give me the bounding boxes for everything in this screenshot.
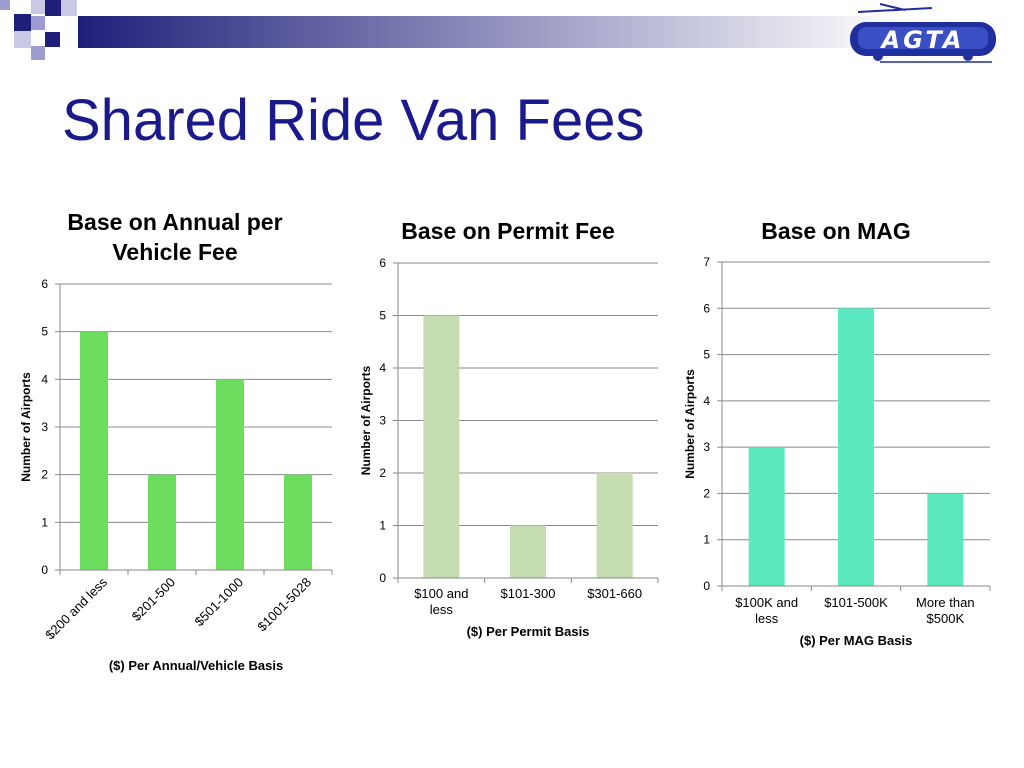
y-tick-label: 5 (703, 348, 710, 362)
bar (148, 474, 176, 570)
y-tick-label: 3 (41, 420, 48, 434)
chart-title: Base on MAG (761, 218, 911, 244)
header-decoration: AGTA (0, 0, 996, 63)
bar (596, 473, 633, 578)
category-label: $101-300 (501, 586, 556, 601)
svg-text:AGTA: AGTA (880, 26, 965, 54)
deco-square (45, 32, 60, 47)
deco-square (61, 0, 77, 16)
category-label: More than $500K (916, 595, 975, 626)
y-tick-label: 0 (379, 571, 386, 585)
y-tick-label: 0 (41, 563, 48, 577)
y-tick-label: 6 (703, 301, 710, 315)
category-label: $100 and less (414, 586, 468, 617)
bar (216, 379, 244, 570)
deco-square (14, 14, 31, 31)
y-tick-label: 4 (703, 394, 710, 408)
y-tick-label: 0 (703, 579, 710, 593)
y-tick-label: 1 (41, 515, 48, 529)
deco-square (31, 46, 45, 60)
deco-square (45, 0, 61, 16)
x-axis-title: ($) Per Annual/Vehicle Basis (109, 658, 283, 673)
y-tick-label: 3 (379, 414, 386, 428)
chart-title: Base on Annual per Vehicle Fee (67, 209, 283, 265)
y-tick-label: 5 (379, 309, 386, 323)
deco-square (0, 0, 10, 10)
y-axis-title: Number of Airports (683, 369, 697, 479)
y-tick-label: 3 (703, 440, 710, 454)
deco-square (14, 31, 31, 48)
y-tick-label: 6 (41, 277, 48, 291)
y-tick-label: 1 (379, 519, 386, 533)
category-label: $100K and less (735, 595, 798, 626)
y-tick-label: 6 (379, 256, 386, 270)
y-tick-label: 2 (703, 486, 710, 500)
category-label: $101-500K (824, 595, 888, 610)
chart-title: Base on Permit Fee (401, 218, 615, 244)
y-tick-label: 7 (703, 255, 710, 269)
bar (510, 525, 546, 578)
deco-square (31, 16, 45, 30)
y-tick-label: 4 (379, 361, 386, 375)
bar (423, 315, 460, 578)
header-rule (78, 16, 898, 48)
bar (927, 493, 964, 586)
x-axis-title: ($) Per MAG Basis (800, 633, 913, 648)
y-tick-label: 2 (41, 468, 48, 482)
slide-title: Shared Ride Van Fees (62, 88, 645, 153)
y-tick-label: 2 (379, 466, 386, 480)
category-label: $301-660 (587, 586, 642, 601)
y-tick-label: 1 (703, 533, 710, 547)
y-tick-label: 5 (41, 325, 48, 339)
bar (838, 308, 874, 586)
y-axis-title: Number of Airports (359, 365, 373, 475)
bar (748, 447, 785, 586)
bar (284, 474, 312, 570)
x-axis-title: ($) Per Permit Basis (467, 624, 590, 639)
agta-logo: AGTA (850, 3, 996, 63)
bar (80, 331, 108, 570)
deco-square (31, 0, 45, 14)
y-tick-label: 4 (41, 372, 48, 386)
y-axis-title: Number of Airports (19, 372, 33, 482)
